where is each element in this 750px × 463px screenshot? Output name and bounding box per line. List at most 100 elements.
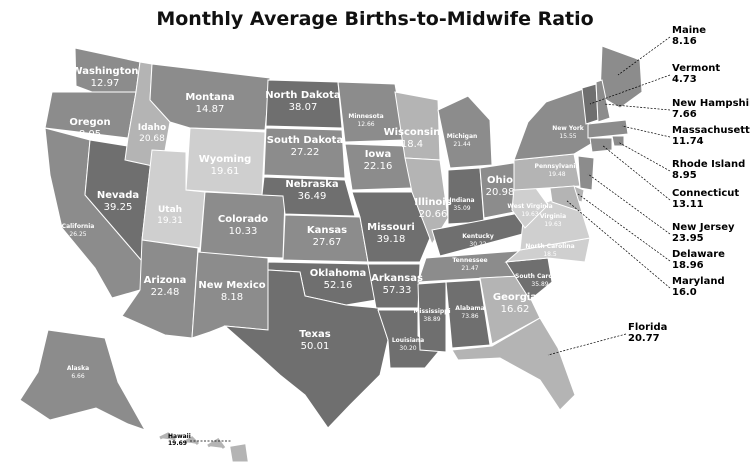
callout-value-massachusetts: 11.74: [672, 136, 704, 147]
state-name-illinois: Illinois: [414, 197, 451, 208]
state-value-montana: 14.87: [196, 104, 225, 115]
state-new-york: [513, 87, 595, 161]
state-value-pennsylvania: 19.48: [548, 171, 565, 178]
state-value-wyoming: 19.61: [211, 166, 240, 177]
state-name-washington: Washington: [72, 66, 139, 77]
state-value-nebraska: 36.49: [298, 191, 327, 202]
state-value-new-york: 15.55: [559, 133, 576, 140]
state-value-ohio: 20.98: [486, 187, 515, 198]
state-value-utah: 19.31: [157, 216, 183, 226]
state-mississippi: [417, 281, 447, 353]
state-new-hampshire: [595, 79, 611, 123]
leader-line-new-jersey: [587, 173, 671, 235]
state-new-jersey: [577, 155, 595, 191]
state-value-alaska: 6.66: [71, 373, 85, 380]
state-name-wyoming: Wyoming: [199, 154, 252, 165]
state-name-oklahoma: Oklahoma: [310, 268, 366, 279]
state-name-south-carolina: South Carolina: [515, 273, 565, 280]
state-value-missouri: 39.18: [377, 234, 406, 245]
state-louisiana: [377, 309, 441, 369]
state-value-minnesota: 12.66: [357, 121, 374, 128]
callout-value-delaware: 18.96: [672, 260, 704, 271]
state-value-texas: 50.01: [301, 341, 330, 352]
callout-name-connecticut: Connecticut: [672, 188, 739, 199]
state-texas: [223, 269, 389, 429]
state-name-south-dakota: South Dakota: [267, 135, 343, 146]
callout-value-florida: 20.77: [628, 333, 660, 344]
state-value-kentucky: 30.22: [469, 241, 486, 248]
state-value-iowa: 22.16: [364, 161, 393, 172]
state-name-alaska: Alaska: [67, 365, 89, 372]
callout-name-new-jersey: New Jersey: [672, 222, 735, 233]
state-name-north-carolina: North Carolina: [525, 243, 574, 250]
state-rhode-island: [611, 135, 625, 147]
state-name-pennsylvania: Pennsylvania: [535, 163, 580, 170]
state-name-louisiana: Louisiana: [392, 337, 424, 344]
state-name-wisconsin: Wisconsin: [384, 127, 441, 138]
state-name-kansas: Kansas: [307, 225, 347, 236]
states-layer: [19, 45, 643, 462]
state-value-north-dakota: 38.07: [289, 102, 318, 113]
state-value-arizona: 22.48: [151, 287, 180, 298]
callout-value-rhode-island: 8.95: [672, 170, 697, 181]
state-name-new-york: New York: [552, 125, 585, 132]
state-value-wisconsin: 18.4: [401, 139, 423, 150]
leader-line-maryland: [565, 199, 671, 289]
state-value-oklahoma: 52.16: [324, 280, 353, 291]
callout-value-maryland: 16.0: [672, 287, 697, 298]
state-name-nevada: Nevada: [97, 190, 139, 201]
leader-line-new-hampshire: [603, 103, 671, 111]
state-value-oregon: 8.05: [79, 129, 101, 140]
state-value-mississippi: 38.89: [423, 316, 440, 323]
state-value-nevada: 39.25: [104, 202, 133, 213]
callout-name-hawaii: Hawaii: [168, 433, 191, 440]
callout-name-delaware: Delaware: [672, 249, 725, 260]
callout-name-florida: Florida: [628, 322, 667, 333]
state-name-minnesota: Minnesota: [348, 113, 383, 120]
state-name-arizona: Arizona: [144, 275, 187, 286]
state-name-michigan: Michigan: [447, 133, 478, 140]
state-name-texas: Texas: [299, 329, 330, 340]
state-value-arkansas: 57.33: [383, 285, 412, 296]
state-value-south-carolina: 35.89: [531, 281, 548, 288]
callout-value-hawaii: 19.69: [168, 440, 187, 447]
leader-line-maine: [617, 36, 671, 76]
state-value-illinois: 20.66: [419, 209, 448, 220]
callout-value-new-hampshire: 7.66: [672, 109, 697, 120]
state-south-dakota: [263, 127, 346, 179]
state-hawaii: [159, 432, 248, 462]
state-name-oregon: Oregon: [69, 117, 110, 128]
state-value-colorado: 10.33: [229, 226, 258, 237]
leader-line-delaware: [577, 193, 671, 262]
state-name-iowa: Iowa: [365, 149, 392, 160]
state-name-utah: Utah: [158, 205, 182, 215]
state-value-michigan: 21.44: [453, 141, 470, 148]
state-name-idaho: Idaho: [138, 123, 166, 133]
state-name-alabama: Alabama: [455, 305, 484, 312]
leader-line-florida: [547, 333, 627, 356]
leader-line-massachusetts: [621, 125, 671, 138]
state-value-virginia: 19.63: [544, 221, 561, 228]
state-name-kentucky: Kentucky: [462, 233, 494, 240]
state-value-south-dakota: 27.22: [291, 147, 320, 158]
state-name-west-virginia: West Virginia: [507, 203, 552, 210]
callout-name-rhode-island: Rhode Island: [672, 159, 745, 170]
state-name-indiana: Indiana: [449, 197, 474, 204]
leader-line-rhode-island: [617, 141, 671, 172]
state-value-georgia: 16.62: [501, 304, 530, 315]
state-arkansas: [367, 263, 421, 309]
state-alabama: [445, 279, 491, 349]
state-maryland: [549, 185, 583, 213]
callout-name-new-hampshire: New Hampshire: [672, 98, 750, 109]
state-connecticut: [589, 137, 613, 153]
state-florida: [451, 317, 576, 411]
state-nebraska: [261, 176, 356, 217]
state-name-virginia: Virginia: [540, 213, 566, 220]
state-value-california: 26.25: [69, 231, 86, 238]
state-massachusetts: [587, 119, 629, 139]
callout-name-maine: Maine: [672, 25, 706, 36]
state-name-georgia: Georgia: [493, 292, 537, 303]
